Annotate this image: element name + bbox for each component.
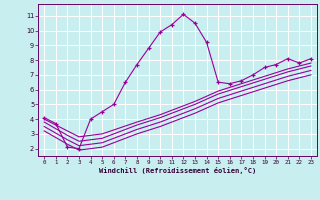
X-axis label: Windchill (Refroidissement éolien,°C): Windchill (Refroidissement éolien,°C) [99,167,256,174]
